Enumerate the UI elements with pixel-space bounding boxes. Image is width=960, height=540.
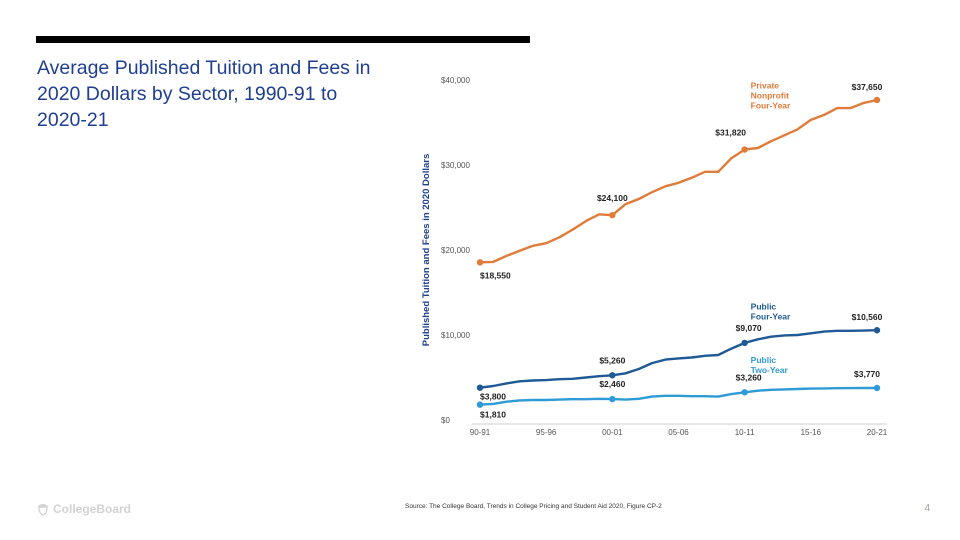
data-label: $3,800 <box>480 392 506 402</box>
tuition-line-chart: Published Tuition and Fees in 2020 Dolla… <box>405 60 905 445</box>
x-tick-label: 10-11 <box>735 428 755 437</box>
y-axis-title: Published Tuition and Fees in 2020 Dolla… <box>421 154 432 347</box>
page-number: 4 <box>924 503 930 514</box>
data-point-marker <box>476 384 484 391</box>
series-line <box>478 386 879 406</box>
data-label: $37,650 <box>852 82 883 92</box>
data-point-marker <box>476 259 484 266</box>
legend-label: Four-Year <box>751 101 791 111</box>
legend-label: Public <box>751 302 777 312</box>
data-label: $18,550 <box>480 270 511 280</box>
legend-label: Private <box>751 81 780 91</box>
data-point-marker <box>741 339 748 347</box>
data-label: $2,460 <box>599 379 625 389</box>
legend-label: Public <box>751 355 777 365</box>
slide-title: Average Published Tuition and Fees in 20… <box>37 57 371 131</box>
logo-text: CollegeBoard <box>53 502 132 516</box>
y-tick-label: $10,000 <box>441 331 470 340</box>
acorn-icon <box>38 504 48 516</box>
data-point-marker <box>741 389 748 396</box>
legend-label: Nonprofit <box>751 91 789 101</box>
data-label: $31,820 <box>715 128 746 138</box>
x-tick-label: 90-91 <box>470 428 491 437</box>
y-tick-label: $0 <box>441 416 450 425</box>
legend-label: Two-Year <box>751 365 789 375</box>
data-label: $1,810 <box>480 410 506 420</box>
data-point-marker <box>609 395 616 403</box>
chart-canvas: Published Tuition and Fees in 2020 Dolla… <box>421 76 888 437</box>
data-label: $5,260 <box>599 355 625 365</box>
source-note: Source: The College Board, Trends in Col… <box>405 503 662 510</box>
data-point-marker <box>476 401 484 408</box>
x-tick-label: 00-01 <box>602 428 623 437</box>
x-tick-label: 20-21 <box>867 428 888 437</box>
y-tick-label: $40,000 <box>441 76 470 85</box>
x-tick-label: 95-96 <box>536 428 557 437</box>
title-accent-bar <box>36 36 530 43</box>
college-board-logo: CollegeBoard <box>36 500 131 518</box>
data-label: $24,100 <box>597 193 628 203</box>
data-label: $3,260 <box>736 372 762 382</box>
legend-label: Four-Year <box>751 312 791 322</box>
data-label: $9,070 <box>736 323 762 333</box>
series-line <box>478 98 879 264</box>
data-point-marker <box>873 96 881 104</box>
data-point-marker <box>873 384 881 392</box>
x-tick-label: 15-16 <box>801 428 822 437</box>
series-line <box>478 329 879 389</box>
data-label: $10,560 <box>852 312 883 322</box>
x-tick-label: 05-06 <box>668 428 689 437</box>
data-point-marker <box>609 211 616 219</box>
data-point-marker <box>609 372 616 379</box>
data-point-marker <box>741 146 748 153</box>
data-point-marker <box>873 327 881 334</box>
y-tick-label: $30,000 <box>441 161 470 170</box>
y-tick-label: $20,000 <box>441 246 470 255</box>
data-label: $3,770 <box>854 369 880 379</box>
